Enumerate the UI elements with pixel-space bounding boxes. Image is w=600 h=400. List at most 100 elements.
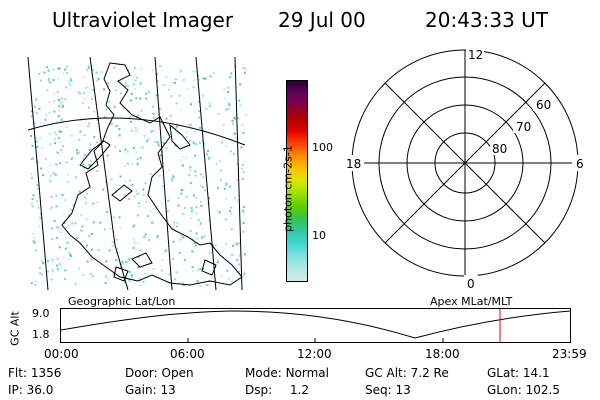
speckle-pixel: [58, 246, 61, 249]
speckle-pixel: [88, 235, 91, 238]
speckle-pixel: [109, 227, 112, 230]
speckle-pixel: [144, 182, 147, 185]
speckle-pixel: [38, 224, 41, 227]
speckle-pixel: [54, 142, 57, 145]
speckle-pixel: [44, 158, 47, 160]
speckle-pixel: [173, 221, 176, 224]
speckle-pixel: [30, 202, 33, 205]
geographic-map: [27, 56, 247, 290]
speckle-pixel: [46, 89, 49, 92]
speckle-pixel: [52, 269, 54, 272]
speckle-pixel: [145, 92, 148, 95]
speckle-pixel: [113, 66, 116, 69]
speckle-pixel: [50, 278, 53, 281]
speckle-pixel: [138, 277, 141, 280]
speckle-pixel: [178, 94, 181, 97]
speckle-pixel: [50, 206, 53, 209]
speckle-pixel: [36, 200, 38, 203]
speckle-pixel: [233, 243, 236, 246]
speckle-pixel: [67, 224, 70, 227]
speckle-pixel: [228, 104, 231, 107]
meridian-line: [154, 56, 173, 290]
speckle-pixel: [62, 213, 65, 216]
speckle-pixel: [49, 164, 52, 167]
speckle-pixel: [161, 258, 164, 261]
speckle-pixel: [230, 206, 232, 209]
speckle-pixel: [96, 201, 99, 204]
speckle-pixel: [82, 101, 85, 104]
speckle-pixel: [231, 244, 234, 247]
speckle-pixel: [192, 270, 195, 273]
speckle-pixel: [70, 209, 73, 211]
speckle-pixel: [81, 225, 84, 228]
gc-alt-value: 7.2 Re: [410, 366, 449, 380]
speckle-pixel: [126, 284, 129, 287]
ip-field: IP: 36.0: [8, 383, 53, 397]
speckle-pixel: [40, 167, 43, 170]
speckle-pixel: [168, 88, 170, 91]
glon-field: GLon: 102.5: [487, 383, 560, 397]
speckle-pixel: [115, 125, 118, 128]
speckle-pixel: [143, 124, 146, 127]
mlt-label-left: 18: [346, 157, 361, 171]
speckle-pixel: [85, 192, 88, 195]
speckle-pixel: [123, 193, 126, 196]
speckle-pixel: [110, 123, 113, 126]
speckle-pixel: [180, 235, 183, 237]
speckle-pixel: [90, 98, 93, 100]
speckle-pixel: [192, 141, 195, 144]
speckle-pixel: [194, 174, 197, 177]
speckle-pixel: [194, 154, 197, 157]
speckle-pixel: [96, 169, 99, 172]
speckle-pixel: [180, 108, 183, 111]
speckle-pixel: [147, 138, 150, 141]
speckle-pixel: [194, 130, 196, 133]
speckle-pixel: [138, 242, 141, 245]
speckle-pixel: [158, 174, 161, 177]
speckle-pixel: [194, 70, 197, 73]
speckle-pixel: [128, 279, 131, 282]
speckle-pixel: [108, 83, 111, 86]
speckle-pixel: [223, 88, 226, 91]
speckle-pixel: [185, 195, 188, 198]
lat-label-80: 80: [492, 142, 507, 156]
speckle-pixel: [230, 72, 233, 75]
speckle-pixel: [147, 262, 150, 265]
speckle-pixel: [217, 186, 219, 189]
speckle-pixel: [168, 273, 171, 276]
speckle-pixel: [236, 243, 238, 246]
speckle-pixel: [84, 87, 87, 89]
speckle-pixel: [179, 69, 182, 72]
speckle-pixel: [137, 266, 140, 269]
speckle-pixel: [174, 78, 177, 81]
coastline: [201, 259, 217, 276]
speckle-pixel: [53, 92, 56, 95]
speckle-pixel: [145, 200, 148, 203]
speckle-pixel: [82, 163, 85, 166]
speckle-pixel: [79, 92, 81, 95]
speckle-pixel: [57, 115, 60, 117]
speckle-pixel: [32, 240, 35, 243]
speckle-pixel: [103, 228, 106, 231]
speckle-pixel: [30, 282, 33, 285]
speckle-pixel: [57, 77, 60, 80]
speckle-pixel: [205, 108, 208, 111]
speckle-pixel: [58, 162, 61, 165]
apex-label: Apex MLat/MLT: [430, 295, 513, 308]
altitude-tick-max: 9.0: [32, 307, 50, 320]
speckle-pixel: [93, 110, 96, 113]
speckle-pixel: [229, 210, 231, 213]
speckle-pixel: [43, 71, 46, 74]
altitude-axis-label: GC Alt: [8, 311, 22, 346]
speckle-pixel: [30, 110, 33, 113]
speckle-pixel: [115, 259, 118, 262]
speckle-pixel: [65, 65, 68, 68]
speckle-pixel: [192, 86, 195, 89]
speckle-pixel: [219, 211, 221, 214]
speckle-pixel: [189, 182, 192, 185]
speckle-pixel: [138, 202, 141, 205]
speckle-pixel: [92, 88, 95, 91]
speckle-pixel: [113, 105, 116, 108]
speckle-pixel: [95, 71, 98, 74]
speckle-pixel: [58, 105, 61, 108]
